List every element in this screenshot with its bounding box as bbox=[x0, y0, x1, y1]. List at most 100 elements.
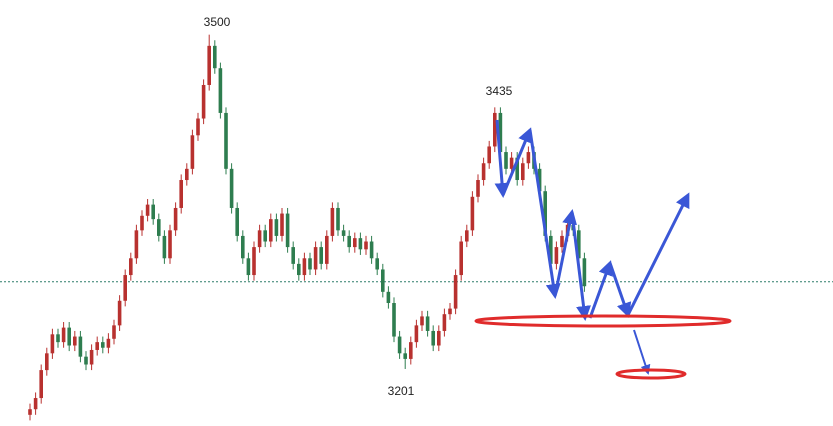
candle-body bbox=[168, 230, 172, 259]
candle-body bbox=[285, 213, 290, 248]
candle-body bbox=[347, 235, 351, 248]
candle-body bbox=[280, 213, 284, 236]
candle-body bbox=[134, 230, 139, 259]
candles bbox=[0, 34, 833, 421]
candle-body bbox=[117, 300, 122, 326]
arrow bbox=[608, 262, 632, 318]
candle-body bbox=[341, 230, 346, 236]
candle-body bbox=[89, 349, 94, 365]
candle-body bbox=[403, 353, 407, 359]
arrow bbox=[626, 192, 690, 316]
candle-body bbox=[381, 269, 385, 292]
candle-body bbox=[313, 247, 318, 270]
candle-body bbox=[330, 207, 335, 236]
candle-body bbox=[515, 157, 519, 181]
candle-body bbox=[437, 330, 441, 346]
candle-body bbox=[185, 168, 189, 181]
candle-body bbox=[358, 238, 363, 250]
candle-body bbox=[493, 112, 497, 147]
candle-body bbox=[414, 325, 419, 343]
arrow bbox=[553, 209, 577, 297]
annotations bbox=[494, 119, 690, 375]
candle-body bbox=[392, 303, 396, 337]
candle-body bbox=[425, 316, 430, 331]
candle-body bbox=[45, 353, 49, 371]
candle-body bbox=[252, 247, 256, 276]
candle-body bbox=[453, 275, 458, 309]
arrow bbox=[588, 260, 613, 319]
low-label: 3201 bbox=[388, 384, 415, 398]
arrow bbox=[494, 119, 510, 198]
candle-body bbox=[241, 235, 245, 259]
red-ellipse bbox=[615, 368, 687, 380]
candle-body bbox=[213, 45, 217, 69]
candle-body bbox=[549, 235, 553, 264]
candle-body bbox=[67, 327, 71, 346]
candle-body bbox=[173, 207, 178, 231]
candle-body bbox=[257, 230, 262, 248]
candle-body bbox=[336, 207, 340, 231]
candle-body bbox=[297, 263, 301, 276]
candle-body bbox=[78, 336, 83, 357]
candle-body bbox=[95, 342, 99, 350]
candle-body bbox=[409, 342, 413, 359]
candle-body bbox=[291, 247, 295, 264]
candle-body bbox=[521, 163, 525, 181]
arrow bbox=[570, 211, 591, 321]
candle-body bbox=[229, 168, 234, 208]
candle-body bbox=[481, 163, 486, 181]
candle-body bbox=[101, 342, 105, 348]
candle-body bbox=[375, 258, 379, 270]
candle-body bbox=[269, 219, 273, 242]
candle-body bbox=[145, 204, 150, 216]
candle-body bbox=[537, 168, 542, 192]
candle-body bbox=[246, 258, 251, 276]
candle-body bbox=[56, 334, 60, 343]
candle-body bbox=[263, 230, 267, 242]
candle-body bbox=[235, 207, 239, 236]
candle-body bbox=[577, 230, 581, 259]
candle-body bbox=[224, 112, 228, 169]
candle-body bbox=[442, 314, 447, 331]
candle-body bbox=[543, 191, 547, 236]
candle-body bbox=[470, 196, 475, 231]
candle-body bbox=[487, 146, 491, 164]
candle-body bbox=[50, 334, 55, 354]
candle-body bbox=[325, 235, 329, 264]
high-label: 3500 bbox=[204, 15, 231, 29]
candle-body bbox=[448, 308, 452, 315]
candle-body bbox=[73, 336, 77, 346]
candle-body bbox=[526, 152, 531, 164]
candle-body bbox=[157, 219, 161, 236]
candle-body bbox=[190, 135, 195, 169]
candle-body bbox=[509, 157, 514, 169]
candle-body bbox=[560, 235, 564, 248]
candle-body bbox=[112, 325, 116, 339]
candle-body bbox=[498, 112, 503, 153]
candle-body bbox=[386, 291, 391, 304]
candle-body bbox=[397, 336, 402, 354]
candle-body bbox=[28, 409, 32, 415]
candle-body bbox=[302, 258, 307, 276]
candle-body bbox=[61, 327, 66, 343]
arrow bbox=[501, 127, 533, 196]
candle-body bbox=[364, 241, 368, 250]
candle-body bbox=[431, 330, 435, 346]
candle-body bbox=[179, 180, 183, 208]
candle-body bbox=[420, 316, 424, 326]
candle-body bbox=[129, 258, 133, 276]
candle-body bbox=[162, 235, 167, 259]
candle-body bbox=[274, 219, 279, 236]
candle-body bbox=[39, 370, 43, 399]
candle-body bbox=[151, 204, 155, 220]
candle-body bbox=[554, 247, 559, 264]
candle-body bbox=[319, 247, 323, 264]
candle-body bbox=[308, 258, 312, 270]
candle-body bbox=[123, 275, 127, 301]
candle-body bbox=[33, 398, 38, 410]
candle-body bbox=[353, 238, 357, 248]
high-label: 3435 bbox=[486, 84, 513, 98]
candle-body bbox=[582, 258, 587, 287]
candle-body bbox=[465, 230, 469, 242]
